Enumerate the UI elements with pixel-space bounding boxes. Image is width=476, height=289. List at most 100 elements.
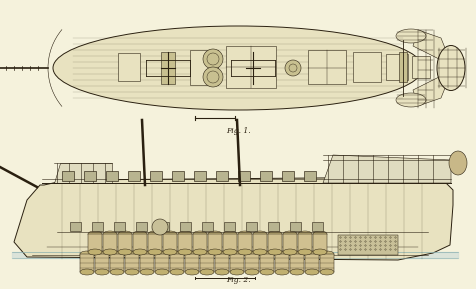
Bar [103,234,117,252]
Bar [253,234,267,252]
Bar [246,52,260,84]
Ellipse shape [290,269,304,275]
Ellipse shape [155,251,169,257]
Bar [246,222,257,231]
Bar [399,52,407,82]
Bar [238,234,252,252]
Ellipse shape [215,251,229,257]
Ellipse shape [148,231,162,237]
Bar [118,53,140,81]
Ellipse shape [208,231,222,237]
Ellipse shape [260,269,274,275]
Ellipse shape [95,269,109,275]
Bar [304,171,316,181]
Bar [194,171,206,181]
Bar [128,171,140,181]
Ellipse shape [268,231,282,237]
Ellipse shape [230,251,244,257]
Bar [163,234,177,252]
Ellipse shape [185,269,199,275]
Bar [386,54,408,80]
Bar [215,254,229,272]
Bar [312,222,323,231]
Ellipse shape [275,269,289,275]
Ellipse shape [178,249,192,255]
Ellipse shape [238,231,252,237]
Ellipse shape [118,249,132,255]
Ellipse shape [110,251,124,257]
Ellipse shape [437,45,465,90]
Bar [92,222,103,231]
Ellipse shape [110,269,124,275]
Ellipse shape [245,269,259,275]
Ellipse shape [320,269,334,275]
Ellipse shape [80,251,94,257]
Bar [110,254,124,272]
Ellipse shape [125,269,139,275]
Bar [118,234,132,252]
Bar [338,235,398,255]
Bar [62,171,74,181]
Bar [114,222,125,231]
Bar [208,234,222,252]
Polygon shape [54,163,112,183]
Ellipse shape [125,251,139,257]
Ellipse shape [185,251,199,257]
Ellipse shape [163,231,177,237]
Ellipse shape [170,269,184,275]
Bar [155,254,169,272]
Ellipse shape [283,231,297,237]
Bar [180,222,191,231]
Bar [185,254,199,272]
Ellipse shape [449,151,467,175]
Circle shape [203,49,223,69]
Ellipse shape [103,231,117,237]
Ellipse shape [103,249,117,255]
Ellipse shape [133,231,147,237]
Bar [412,56,430,78]
Text: Fig. 2.: Fig. 2. [226,276,250,284]
Ellipse shape [140,269,154,275]
Ellipse shape [193,249,207,255]
Circle shape [203,67,223,87]
Ellipse shape [290,251,304,257]
Ellipse shape [253,249,267,255]
Ellipse shape [215,269,229,275]
Ellipse shape [283,249,297,255]
Ellipse shape [148,249,162,255]
Polygon shape [323,155,451,183]
Ellipse shape [313,231,327,237]
Ellipse shape [245,251,259,257]
Ellipse shape [140,251,154,257]
Circle shape [152,219,168,235]
Bar [84,171,96,181]
Bar [193,234,207,252]
Bar [80,254,94,272]
Ellipse shape [305,251,319,257]
Ellipse shape [305,269,319,275]
Circle shape [285,60,301,76]
Ellipse shape [88,249,102,255]
Ellipse shape [53,26,423,110]
Bar [313,234,327,252]
Ellipse shape [155,269,169,275]
Ellipse shape [275,251,289,257]
Bar [136,222,147,231]
Bar [298,234,312,252]
Polygon shape [14,177,453,260]
Bar [148,234,162,252]
Ellipse shape [268,249,282,255]
Ellipse shape [163,249,177,255]
Bar [172,171,184,181]
Bar [88,234,102,252]
Bar [320,254,334,272]
Ellipse shape [223,249,237,255]
Ellipse shape [208,249,222,255]
Ellipse shape [260,251,274,257]
Polygon shape [413,30,453,68]
Ellipse shape [88,231,102,237]
Ellipse shape [170,251,184,257]
Bar [226,46,276,88]
Bar [290,222,301,231]
Bar [260,254,274,272]
